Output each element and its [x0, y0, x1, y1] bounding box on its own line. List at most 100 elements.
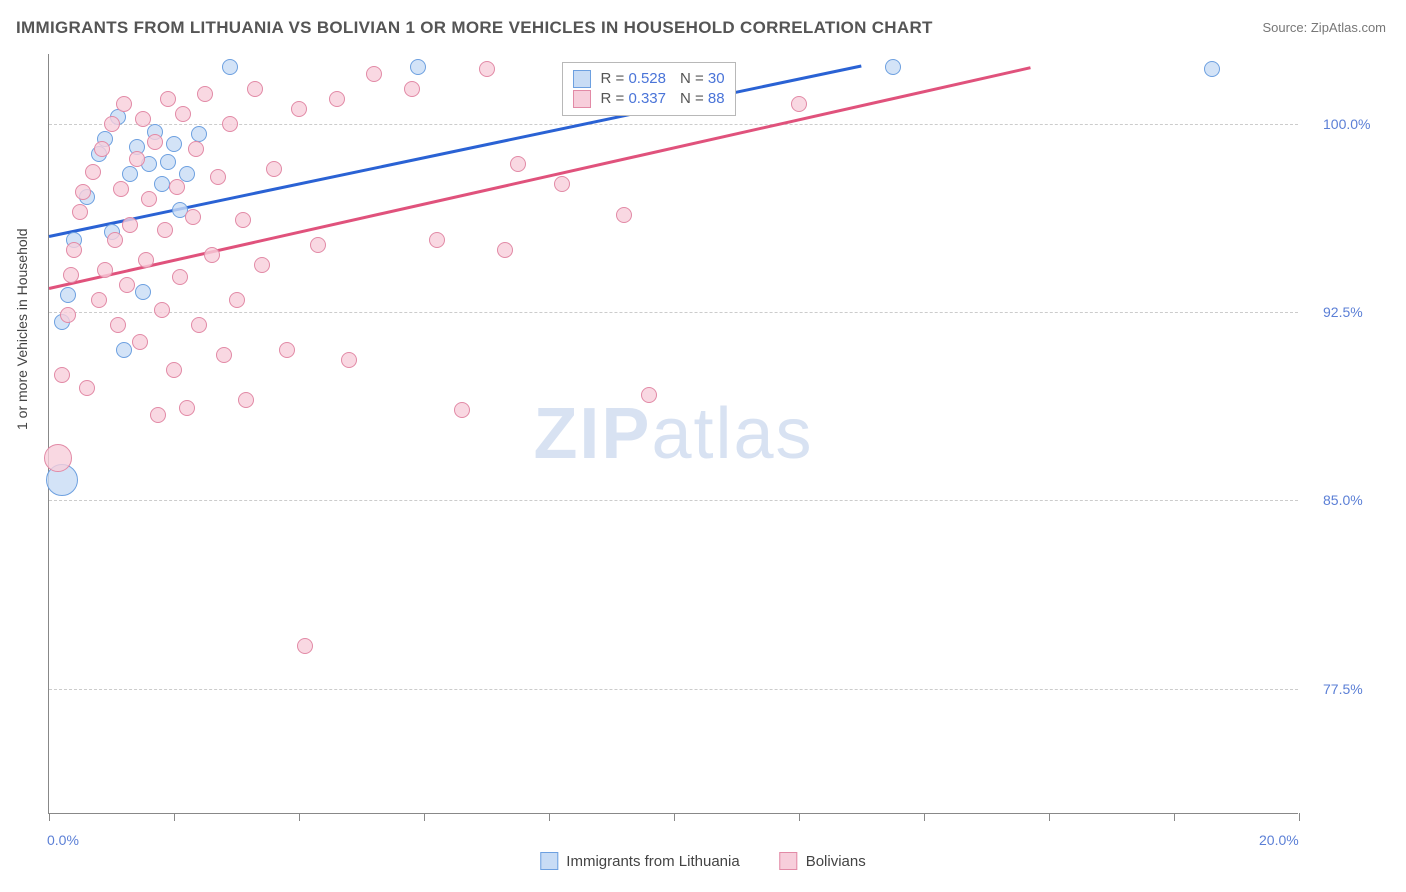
gridline-h [49, 689, 1298, 690]
data-point [254, 257, 270, 273]
watermark-bold: ZIP [533, 394, 651, 474]
data-point [238, 392, 254, 408]
x-tick-label: 20.0% [1259, 832, 1299, 848]
data-point [172, 269, 188, 285]
data-point [191, 126, 207, 142]
legend-bottom: Immigrants from Lithuania Bolivians [540, 852, 865, 870]
data-point [229, 292, 245, 308]
y-tick-label: 92.5% [1323, 304, 1363, 320]
x-tick [1299, 813, 1300, 821]
legend-item: Bolivians [780, 852, 866, 870]
gridline-h [49, 500, 1298, 501]
data-point [141, 191, 157, 207]
data-point [404, 81, 420, 97]
data-point [291, 101, 307, 117]
data-point [169, 179, 185, 195]
data-point [341, 352, 357, 368]
x-tick [549, 813, 550, 821]
x-tick [1174, 813, 1175, 821]
data-point [310, 237, 326, 253]
data-point [116, 96, 132, 112]
x-tick [299, 813, 300, 821]
data-point [104, 116, 120, 132]
data-point [154, 302, 170, 318]
data-point [641, 387, 657, 403]
data-point [154, 176, 170, 192]
x-tick-label: 0.0% [47, 832, 79, 848]
source-attribution: Source: ZipAtlas.com [1262, 20, 1386, 35]
legend-swatch [573, 70, 591, 88]
x-tick [424, 813, 425, 821]
data-point [60, 287, 76, 303]
data-point [107, 232, 123, 248]
data-point [166, 136, 182, 152]
data-point [97, 262, 113, 278]
data-point [54, 367, 70, 383]
data-point [135, 284, 151, 300]
correlation-legend: R = 0.528N = 30R = 0.337N = 88 [562, 62, 736, 116]
data-point [791, 96, 807, 112]
chart-title: IMMIGRANTS FROM LITHUANIA VS BOLIVIAN 1 … [16, 18, 933, 38]
legend-swatch [573, 90, 591, 108]
data-point [119, 277, 135, 293]
trend-line [49, 67, 1031, 291]
data-point [91, 292, 107, 308]
x-tick [674, 813, 675, 821]
data-point [79, 380, 95, 396]
watermark: ZIPatlas [533, 393, 813, 475]
legend-swatch [540, 852, 558, 870]
data-point [166, 362, 182, 378]
data-point [138, 252, 154, 268]
y-tick-label: 77.5% [1323, 681, 1363, 697]
x-tick [174, 813, 175, 821]
legend-label: Bolivians [806, 853, 866, 870]
data-point [75, 184, 91, 200]
legend-label: Immigrants from Lithuania [566, 853, 739, 870]
data-point [222, 59, 238, 75]
data-point [510, 156, 526, 172]
data-point [329, 91, 345, 107]
data-point [122, 217, 138, 233]
data-point [266, 161, 282, 177]
legend-stats: R = 0.337N = 88 [601, 90, 725, 107]
data-point [113, 181, 129, 197]
data-point [116, 342, 132, 358]
data-point [175, 106, 191, 122]
data-point [63, 267, 79, 283]
data-point [44, 444, 72, 472]
data-point [222, 116, 238, 132]
data-point [132, 334, 148, 350]
chart-plot-area: ZIPatlas 77.5%85.0%92.5%100.0%0.0%20.0%R… [48, 54, 1298, 814]
data-point [197, 86, 213, 102]
data-point [366, 66, 382, 82]
legend-item: Immigrants from Lithuania [540, 852, 739, 870]
data-point [122, 166, 138, 182]
data-point [129, 151, 145, 167]
data-point [135, 111, 151, 127]
data-point [179, 400, 195, 416]
legend-row: R = 0.528N = 30 [569, 69, 729, 89]
data-point [1204, 61, 1220, 77]
data-point [210, 169, 226, 185]
data-point [216, 347, 232, 363]
data-point [85, 164, 101, 180]
watermark-light: atlas [651, 394, 813, 474]
x-tick [924, 813, 925, 821]
y-axis-title: 1 or more Vehicles in Household [14, 228, 30, 430]
legend-row: R = 0.337N = 88 [569, 89, 729, 109]
data-point [110, 317, 126, 333]
data-point [885, 59, 901, 75]
data-point [479, 61, 495, 77]
data-point [410, 59, 426, 75]
data-point [191, 317, 207, 333]
legend-swatch [780, 852, 798, 870]
data-point [160, 91, 176, 107]
data-point [150, 407, 166, 423]
y-tick-label: 100.0% [1323, 116, 1370, 132]
data-point [429, 232, 445, 248]
data-point [497, 242, 513, 258]
data-point [297, 638, 313, 654]
data-point [454, 402, 470, 418]
data-point [160, 154, 176, 170]
data-point [157, 222, 173, 238]
